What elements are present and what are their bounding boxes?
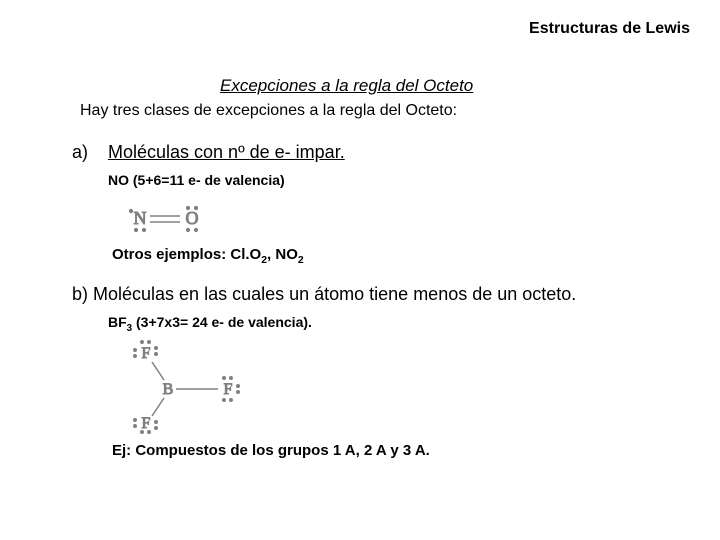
item-a-examples: Otros ejemplos: Cl.O2, NO2 [112, 246, 304, 266]
lewis-diagram-no: N O [114, 198, 234, 243]
subtitle: Excepciones a la regla del Octeto [220, 76, 473, 96]
examples-a-text2: , NO [267, 246, 298, 263]
bf3-molecule-svg: B F F F [114, 338, 274, 434]
item-a-title: Moléculas con nº de e- impar. [108, 142, 345, 163]
svg-text:O: O [186, 208, 199, 228]
examples-a-text1: Otros ejemplos: Cl.O [112, 246, 261, 263]
item-a-marker: a) [72, 142, 88, 163]
item-b-title: b) Moléculas en las cuales un átomo tien… [72, 284, 576, 305]
svg-text:B: B [163, 381, 174, 398]
item-a-subtitle: NO (5+6=11 e- de valencia) [108, 172, 285, 188]
item-b-sub-suffix: (3+7x3= 24 e- de valencia). [132, 314, 312, 330]
item-b-subtitle: BF3 (3+7x3= 24 e- de valencia). [108, 314, 312, 334]
lewis-diagram-bf3: B F F F [114, 338, 274, 439]
svg-text:F: F [142, 415, 151, 432]
svg-text:F: F [142, 345, 151, 362]
item-b-sub-prefix: BF [108, 314, 127, 330]
svg-text:N: N [134, 208, 147, 228]
page-header: Estructuras de Lewis [529, 20, 690, 38]
no-molecule-svg: N O [114, 198, 234, 238]
examples-a-sub2: 2 [298, 254, 304, 266]
item-b-examples: Ej: Compuestos de los grupos 1 A, 2 A y … [112, 442, 430, 459]
svg-text:F: F [224, 381, 233, 398]
intro-text: Hay tres clases de excepciones a la regl… [80, 102, 457, 120]
